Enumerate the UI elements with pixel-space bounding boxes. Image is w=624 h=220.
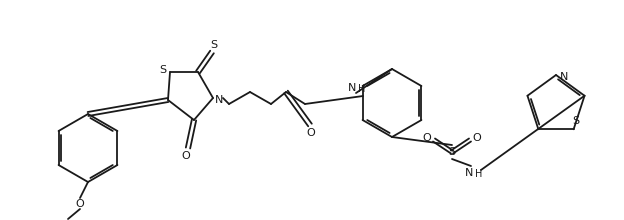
Text: H: H: [358, 84, 366, 94]
Text: O: O: [422, 133, 431, 143]
Text: N: N: [215, 95, 223, 105]
Text: O: O: [76, 199, 84, 209]
Text: O: O: [306, 128, 315, 138]
Text: O: O: [182, 151, 190, 161]
Text: N: N: [465, 168, 473, 178]
Text: S: S: [160, 65, 167, 75]
Text: O: O: [472, 133, 481, 143]
Text: N: N: [348, 83, 356, 93]
Text: S: S: [210, 40, 218, 50]
Text: N: N: [560, 72, 568, 82]
Text: S: S: [449, 147, 456, 157]
Text: H: H: [475, 169, 483, 179]
Text: S: S: [572, 116, 579, 126]
